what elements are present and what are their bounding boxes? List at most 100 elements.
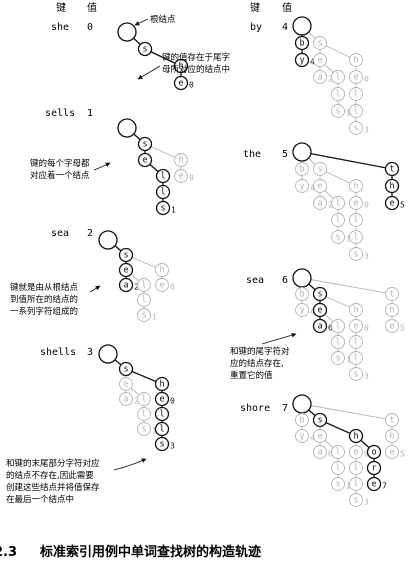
trie-node-char: l: [353, 338, 358, 348]
annotation-reset: 和键的尾字符对 应的结点存在, 重置它的值: [230, 332, 297, 381]
trie-node: [295, 179, 309, 193]
trie-node-value: 0: [189, 81, 194, 90]
trie-node-char: l: [160, 172, 165, 182]
trie-node: [137, 293, 151, 307]
trie-node-char: l: [159, 425, 164, 435]
trie-node: [348, 428, 364, 444]
trie-node-char: t: [389, 416, 394, 426]
trie-node: [331, 477, 345, 491]
trie-node: [366, 444, 382, 460]
trie-node-value: 4: [310, 308, 315, 317]
trie-node: [137, 278, 151, 292]
trie-node-char: h: [389, 306, 394, 316]
step-6-value: 5: [282, 149, 288, 160]
trie-node-char: l: [353, 90, 358, 100]
step-8-value: 7: [282, 403, 288, 414]
trie-node: [331, 445, 345, 459]
trie-node-char: e: [317, 56, 322, 66]
caption-number: 2.3: [0, 545, 17, 560]
trie-node: [154, 376, 170, 392]
trie-node: [331, 461, 345, 475]
trie-node-char: s: [160, 204, 165, 214]
trie-node-char: s: [353, 250, 358, 260]
left-value-header: 值: [87, 1, 97, 14]
trie-node: [155, 200, 171, 216]
trie-node-value: 1: [346, 482, 351, 491]
annotation-path-line-3: 一系列字符组成的: [10, 306, 78, 317]
annotation-root-text: 根结点: [150, 14, 176, 25]
step-5-value: 4: [282, 22, 288, 33]
trie-node: [295, 162, 309, 176]
annotation-create-line-3: 创建这些结点并将值保存: [6, 482, 100, 493]
trie-node-char: e: [178, 79, 183, 89]
trie-node: [118, 277, 134, 293]
trie-node-char: l: [335, 338, 340, 348]
trie-nodes: s he 0: [117, 22, 194, 91]
trie-after-she: s he 0: [117, 22, 194, 91]
annotation-create-line-2: 的结点不存在,因此需要: [6, 470, 94, 481]
trie-node: [349, 53, 363, 67]
trie-node: [294, 35, 310, 51]
trie-node: [349, 179, 363, 193]
trie-node-char: e: [389, 199, 394, 209]
step-3-value: 2: [87, 228, 93, 239]
trie-node-value: 0: [364, 75, 369, 84]
trie-node-value: 3: [364, 126, 369, 135]
trie-node-char: s: [353, 370, 358, 380]
annotation-create: 和键的末尾部分字符对应 的结点不存在,因此需要 创建这些结点并将值保存 在最后一…: [6, 458, 147, 505]
annotation-tail-line-1: 键的值存在于尾字: [162, 52, 230, 63]
trie-node-char: s: [317, 290, 322, 300]
trie-edges: [107, 239, 163, 315]
trie-node-value: 5: [400, 201, 405, 210]
trie-node: [118, 247, 134, 263]
annotation-root: 根结点: [134, 14, 176, 26]
caption-title: 标准索引用例中单词查找树的构造轨迹: [39, 544, 261, 560]
trie-after-sea: sea 2 lls 1he 0: [98, 230, 175, 322]
trie-node: [119, 377, 133, 391]
trie-node-char: l: [141, 410, 146, 420]
trie-node-char: l: [335, 464, 340, 474]
trie-node: [313, 53, 327, 67]
trie-node: [154, 421, 170, 437]
trie-node: [384, 178, 400, 194]
trie-node: [331, 230, 345, 244]
trie-root-node: [98, 230, 118, 250]
trie-node-value: 1: [171, 206, 176, 215]
annotation-reset-line-3: 重置它的值: [230, 370, 273, 381]
trie-node: [313, 179, 327, 193]
trie-node: [137, 407, 151, 421]
trie-node-char: s: [142, 45, 147, 55]
trie-node: [331, 87, 345, 101]
trie-node: [312, 286, 328, 302]
trie-node-char: s: [142, 140, 147, 150]
trie-node-value: 0: [364, 201, 369, 210]
trie-node-char: h: [353, 182, 358, 192]
trie-edges: [126, 127, 182, 208]
trie-node-char: l: [353, 216, 358, 226]
trie-node-value: 2: [134, 283, 139, 292]
trie-node-value: 0: [170, 397, 175, 406]
annotation-reset-line-1: 和键的尾字符对: [230, 346, 290, 357]
trie-node: [295, 287, 309, 301]
trie-node-char: e: [317, 306, 322, 316]
trie-node: [137, 308, 151, 322]
trie-node-char: s: [123, 251, 128, 261]
trie-node-char: e: [142, 156, 147, 166]
trie-node-char: l: [141, 296, 146, 306]
trie-node: [349, 213, 363, 227]
trie-node-char: l: [159, 410, 164, 420]
trie-node-char: e: [353, 199, 358, 209]
step-1-key: she: [51, 22, 69, 33]
trie-node: [349, 70, 363, 84]
trie-node: [137, 422, 151, 436]
trie-node-char: e: [353, 322, 358, 332]
trie-node-value: 2: [134, 397, 139, 406]
trie-node-char: e: [371, 480, 376, 490]
trie-node-char: h: [159, 266, 164, 276]
